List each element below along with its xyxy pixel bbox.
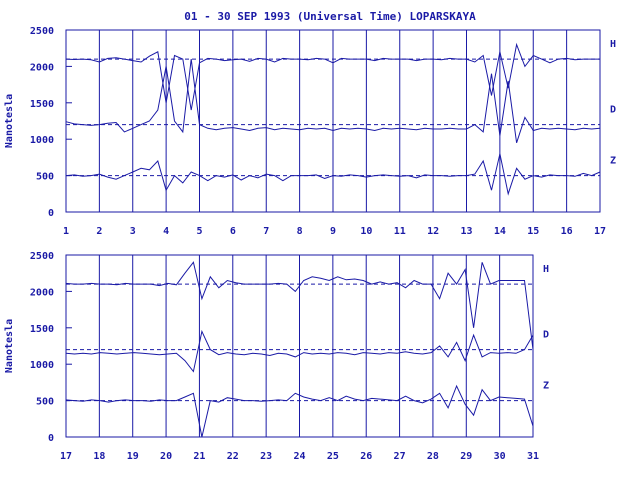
legend-label-d: D — [543, 330, 549, 341]
x-tick-label: 5 — [196, 226, 202, 237]
x-tick-label: 12 — [427, 226, 439, 237]
x-tick-label: 19 — [127, 451, 139, 462]
y-tick-label: 0 — [48, 208, 54, 219]
x-tick-label: 16 — [561, 226, 573, 237]
legend-label-z: Z — [610, 156, 616, 167]
series-h-trace — [65, 261, 534, 350]
y-tick-label: 500 — [36, 172, 54, 183]
x-tick-label: 24 — [293, 451, 305, 462]
x-tick-label: 2 — [96, 226, 102, 237]
y-tick-label: 1500 — [30, 324, 54, 335]
series-z-trace — [65, 384, 534, 438]
x-tick-label: 28 — [427, 451, 439, 462]
y-axis-label: Nanotesla — [4, 319, 15, 373]
y-tick-label: 1500 — [30, 99, 54, 110]
x-tick-label: 17 — [60, 451, 72, 462]
legend-label-d: D — [610, 105, 616, 116]
x-tick-label: 25 — [327, 451, 339, 462]
y-tick-label: 2500 — [30, 26, 54, 37]
x-tick-label: 9 — [330, 226, 336, 237]
x-tick-label: 30 — [494, 451, 506, 462]
x-tick-label: 23 — [260, 451, 272, 462]
legend-label-h: H — [543, 264, 549, 275]
x-tick-label: 1 — [63, 226, 69, 237]
x-tick-label: 21 — [193, 451, 205, 462]
x-tick-label: 10 — [360, 226, 372, 237]
x-tick-label: 11 — [394, 226, 406, 237]
y-tick-label: 500 — [36, 397, 54, 408]
x-tick-label: 6 — [230, 226, 236, 237]
x-tick-label: 13 — [460, 226, 472, 237]
x-tick-label: 17 — [594, 226, 606, 237]
series-z-trace — [65, 153, 601, 196]
x-tick-label: 26 — [360, 451, 372, 462]
legend-label-h: H — [610, 39, 616, 50]
x-tick-label: 31 — [527, 451, 539, 462]
x-tick-label: 29 — [460, 451, 472, 462]
x-tick-label: 27 — [394, 451, 406, 462]
y-tick-label: 1000 — [30, 360, 54, 371]
x-tick-label: 4 — [163, 226, 169, 237]
series-h-trace — [65, 42, 600, 111]
x-tick-label: 3 — [130, 226, 136, 237]
legend-label-z: Z — [543, 381, 549, 392]
y-axis-label: Nanotesla — [4, 94, 15, 148]
chart-title: 01 - 30 SEP 1993 (Universal Time) LOPARS… — [184, 10, 476, 23]
x-tick-label: 20 — [160, 451, 172, 462]
x-tick-label: 18 — [93, 451, 105, 462]
x-tick-label: 22 — [227, 451, 239, 462]
x-tick-label: 14 — [494, 226, 506, 237]
series-d-trace — [65, 329, 534, 373]
series-d-trace — [65, 59, 601, 143]
panel-top: 1 2 3 4 5 6 7 8 9 10 11 12 13 14 15 16 17050010001500200… — [4, 26, 616, 237]
y-tick-label: 2000 — [30, 287, 54, 298]
y-tick-label: 0 — [48, 433, 54, 444]
x-tick-label: 7 — [263, 226, 269, 237]
panel-bottom: 17 18 19 20 21 22 23 24 25 26 27 28 29 30 31 0 500 1000 15… — [4, 251, 549, 462]
x-tick-label: 15 — [527, 226, 539, 237]
x-tick-label: 8 — [297, 226, 303, 237]
y-tick-label: 2500 — [30, 251, 54, 262]
y-tick-label: 2000 — [30, 62, 54, 73]
y-tick-label: 1000 — [30, 135, 54, 146]
